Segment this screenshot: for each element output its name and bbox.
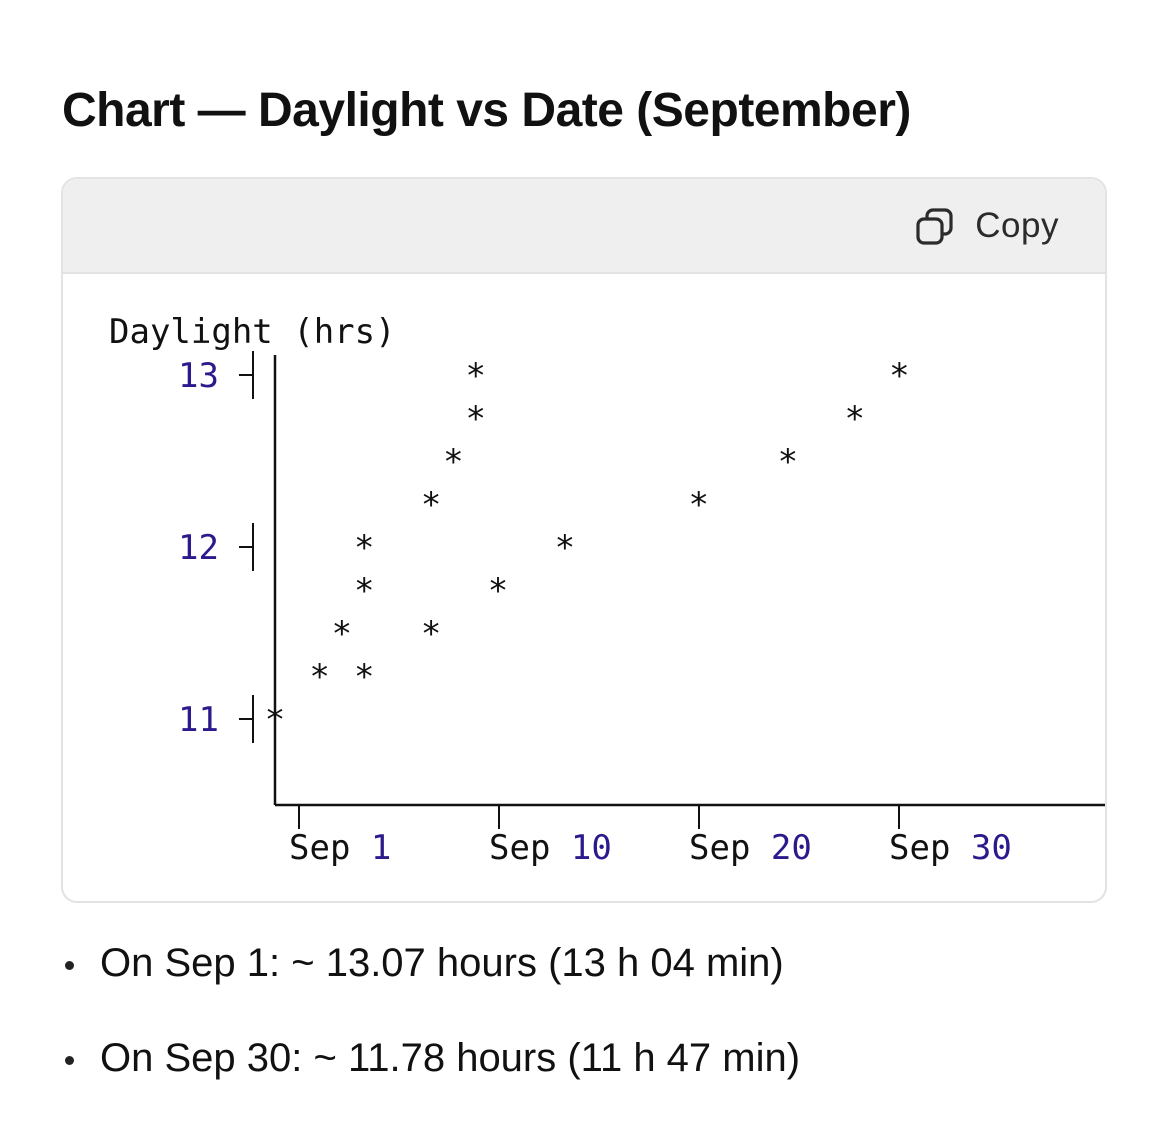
copy-icon [915, 206, 955, 246]
data-point-8: * [443, 442, 463, 482]
list-item: On Sep 30: ~ 11.78 hours (11 h 47 min) [62, 1025, 1122, 1091]
code-block-header: Copy [63, 179, 1105, 274]
data-point-10: * [465, 356, 485, 396]
data-point-1: * [309, 657, 329, 697]
data-point-13: * [688, 485, 708, 525]
y-tick-label-12: 12 [178, 528, 219, 568]
data-point-14: * [778, 442, 798, 482]
data-point-4: * [354, 571, 374, 611]
y-tick-label-11: 11 [178, 700, 219, 740]
data-point-2: * [332, 614, 352, 654]
summary-sep-30: On Sep 30: ~ 11.78 hours (11 h 47 min) [100, 1036, 801, 1080]
list-item: On Sep 1: ~ 13.07 hours (13 h 04 min) [62, 930, 1122, 996]
code-block: Copy Daylight (hrs) 13 12 11 Sep 1 Sep 10 Sep … [61, 177, 1107, 903]
x-tick-label-sep-1: Sep 1 [289, 828, 391, 868]
x-tick-label-sep-10: Sep 10 [489, 828, 612, 868]
bullet-icon [65, 1056, 74, 1065]
data-point-12: * [555, 528, 575, 568]
data-point-16: * [889, 356, 909, 396]
ascii-chart: Daylight (hrs)13 12 11 Sep 1 Sep 10 Sep 20 Sep… [109, 312, 1105, 868]
page-title: Chart — Daylight vs Date (September) [62, 84, 911, 137]
x-tick-label-sep-30: Sep 30 [889, 828, 1012, 868]
y-axis-label: Daylight (hrs) [109, 312, 396, 352]
data-point-9: * [465, 399, 485, 439]
bullet-icon [65, 961, 74, 970]
data-point-5: * [354, 528, 374, 568]
data-point-11: * [488, 571, 508, 611]
summary-sep-1: On Sep 1: ~ 13.07 hours (13 h 04 min) [100, 941, 784, 985]
data-point-6: * [421, 614, 441, 654]
data-point-3: * [354, 657, 374, 697]
data-point-0: * [265, 700, 285, 740]
data-point-7: * [421, 485, 441, 525]
copy-label: Copy [975, 206, 1059, 245]
x-tick-label-sep-20: Sep 20 [689, 828, 812, 868]
copy-button[interactable]: Copy [915, 203, 1059, 249]
y-tick-label-13: 13 [178, 356, 219, 396]
summary-list: On Sep 1: ~ 13.07 hours (13 h 04 min) On… [62, 930, 1122, 1120]
data-point-15: * [845, 399, 865, 439]
